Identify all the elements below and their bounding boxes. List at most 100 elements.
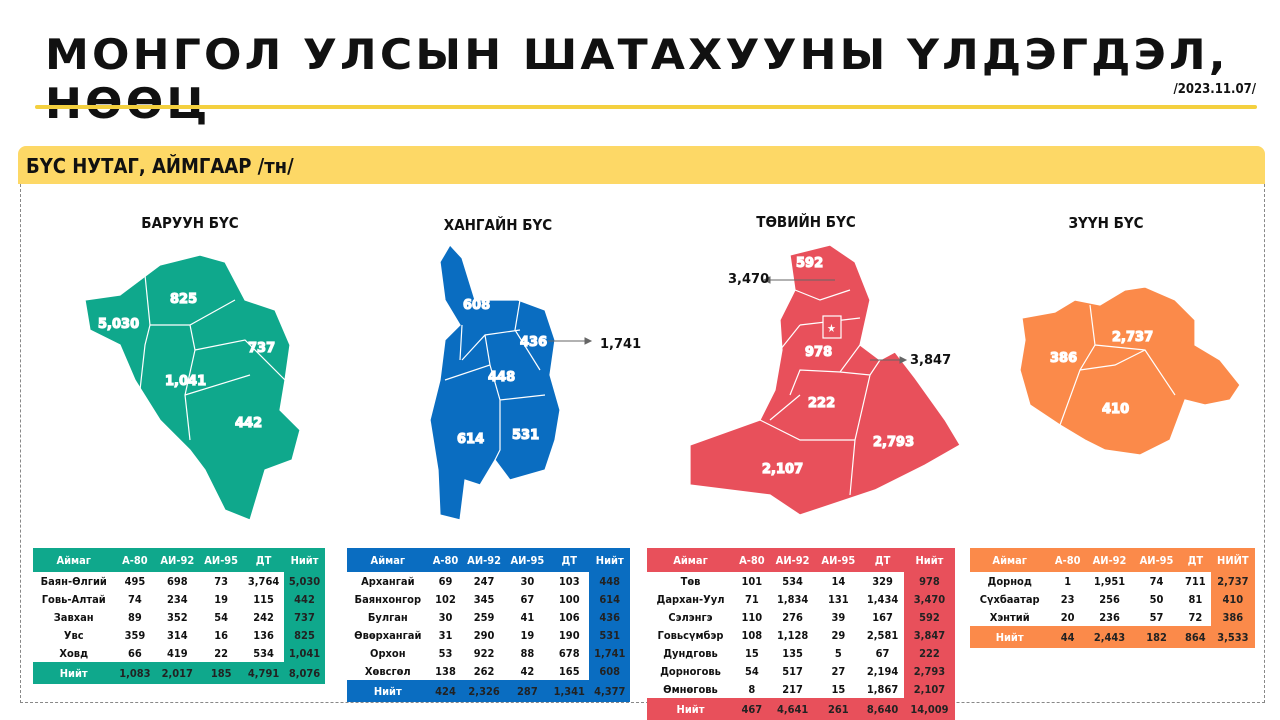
table-row: Орхон 53 922 88 678 1,741	[347, 644, 630, 662]
column-header: АИ-95	[505, 548, 550, 572]
column-header: Нийт	[903, 548, 955, 572]
table-cell: 737	[284, 608, 325, 626]
table-cell: 314	[155, 626, 200, 644]
column-header: Нийт	[589, 548, 630, 572]
table-cell: 31	[428, 626, 463, 644]
table-row: Сүхбаатар 23 256 50 81 410	[970, 590, 1255, 608]
column-header: Аймаг	[647, 548, 734, 572]
table-cell: 825	[284, 626, 325, 644]
column-header: ДТ	[243, 548, 285, 572]
table-total-row: Нийт 1,083 2,017 185 4,791 8,076	[33, 662, 325, 684]
total-cell: 8,640	[861, 698, 904, 720]
map-label: 386	[1050, 351, 1077, 366]
table-cell: 1,834	[769, 590, 816, 608]
column-header: НИЙТ	[1210, 548, 1255, 572]
table-cell: 1,741	[589, 644, 630, 662]
table-cell: 1,041	[284, 644, 325, 662]
region-title-west: БАРУУН БҮС	[141, 214, 239, 232]
table-cell: 2,793	[903, 662, 955, 680]
map-label: 978	[805, 345, 832, 360]
table-cell: 67	[505, 590, 550, 608]
table-cell: 54	[199, 608, 244, 626]
column-header: ДТ	[549, 548, 590, 572]
total-cell: 4,791	[243, 662, 285, 684]
map-west: 825 5,030 737 1,041 442	[84, 254, 301, 521]
table-cell: 100	[549, 590, 590, 608]
callout-govisumber: 3,847	[910, 353, 951, 368]
map-label: 2,793	[873, 435, 914, 450]
total-cell: 287	[505, 680, 550, 702]
section-title: БҮС НУТАГ, АЙМГААР /тн/	[26, 154, 294, 178]
region-title-central: ТӨВИЙН БҮС	[756, 213, 856, 231]
province-name: Орхон	[347, 644, 429, 662]
table-cell: 19	[199, 590, 244, 608]
table-cell: 359	[114, 626, 156, 644]
total-cell: Нийт	[347, 680, 429, 702]
table-row: Дундговь 15 135 5 67 222	[647, 644, 955, 662]
table-cell: 256	[1086, 590, 1134, 608]
table-row: Өмнөговь 8 217 15 1,867 2,107	[647, 680, 955, 698]
table-cell: 138	[428, 662, 463, 680]
table-cell: 3,764	[243, 572, 285, 590]
map-label: 592	[796, 256, 823, 271]
table-cell: 352	[155, 608, 200, 626]
table-cell: 66	[114, 644, 156, 662]
map-label: 2,107	[762, 462, 803, 477]
table-total-row: Нийт 44 2,443 182 864 3,533	[970, 626, 1255, 648]
table-cell: 534	[769, 572, 816, 590]
table-row: Хөвсгөл 138 262 42 165 608	[347, 662, 630, 680]
table-cell: 54	[733, 662, 770, 680]
table-row: Дархан-Уул 71 1,834 131 1,434 3,470	[647, 590, 955, 608]
table-cell: 41	[505, 608, 550, 626]
table-cell: 53	[428, 644, 463, 662]
table-cell: 262	[462, 662, 506, 680]
table-total-row: Нийт 467 4,641 261 8,640 14,009	[647, 698, 955, 720]
table-row: Дорнод 1 1,951 74 711 2,737	[970, 572, 1255, 590]
table-cell: 419	[155, 644, 200, 662]
table-cell: 89	[114, 608, 156, 626]
callouts: 1,741 3,470 3,847	[548, 272, 951, 368]
table-cell: 290	[462, 626, 506, 644]
table-cell: 16	[199, 626, 244, 644]
table-cell: 2,737	[1210, 572, 1255, 590]
report-date: /2023.11.07/	[1173, 82, 1256, 97]
column-header: АИ-92	[769, 548, 816, 572]
table-header-row: Аймаг А-80 АИ-92 АИ-95 ДТ Нийт	[647, 548, 955, 572]
table-cell: 217	[769, 680, 816, 698]
table-cell: 236	[1086, 608, 1134, 626]
total-cell: 1,083	[114, 662, 156, 684]
column-header: АИ-95	[1133, 548, 1181, 572]
province-name: Дундговь	[647, 644, 734, 662]
table-row: Өвөрхангай 31 290 19 190 531	[347, 626, 630, 644]
table-cell: 436	[589, 608, 630, 626]
table-cell: 1,867	[861, 680, 904, 698]
table-east: Аймаг А-80 АИ-92 АИ-95 ДТ НИЙТ Дорнод 1 1,951 74 7…	[970, 548, 1255, 648]
total-cell: 1,341	[549, 680, 590, 702]
total-cell: 864	[1180, 626, 1211, 648]
table-cell: 534	[243, 644, 285, 662]
table-cell: 88	[505, 644, 550, 662]
table-cell: 165	[549, 662, 590, 680]
table-cell: 39	[815, 608, 862, 626]
province-name: Архангай	[347, 572, 429, 590]
section-header: БҮС НУТАГ, АЙМГААР /тн/	[18, 146, 1265, 184]
table-cell: 531	[589, 626, 630, 644]
total-cell: Нийт	[970, 626, 1050, 648]
table-cell: 222	[903, 644, 955, 662]
table-header-row: Аймаг А-80 АИ-92 АИ-95 ДТ Нийт	[347, 548, 630, 572]
table-cell: 410	[1210, 590, 1255, 608]
table-cell: 74	[1133, 572, 1181, 590]
province-name: Баянхонгор	[347, 590, 429, 608]
table-cell: 922	[462, 644, 506, 662]
table-cell: 495	[114, 572, 156, 590]
column-header: Аймаг	[970, 548, 1050, 572]
table-cell: 329	[861, 572, 904, 590]
province-name: Хөвсгөл	[347, 662, 429, 680]
map-central: ★ 592 978 222 2,793 2,107	[689, 244, 961, 516]
total-cell: 2,326	[462, 680, 506, 702]
table-cell: 106	[549, 608, 590, 626]
table-row: Төв 101 534 14 329 978	[647, 572, 955, 590]
table-cell: 592	[903, 608, 955, 626]
table-cell: 5,030	[284, 572, 325, 590]
table-cell: 110	[733, 608, 770, 626]
